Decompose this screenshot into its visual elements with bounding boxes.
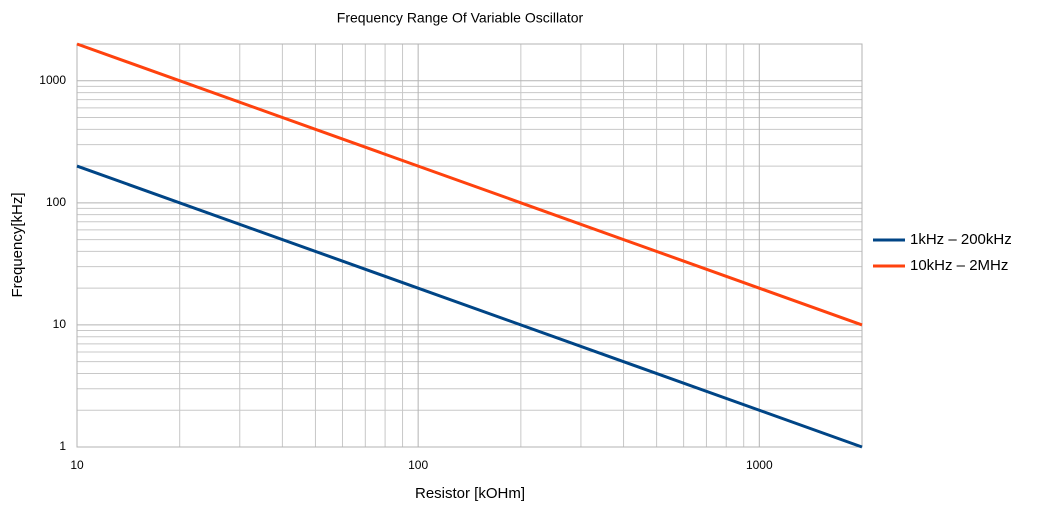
x-tick-label: 10 bbox=[70, 458, 84, 472]
y-tick-label: 100 bbox=[46, 195, 66, 209]
x-tick-label: 1000 bbox=[746, 458, 773, 472]
y-tick-label: 10 bbox=[53, 317, 67, 331]
series-line bbox=[76, 164, 863, 449]
x-axis-label: Resistor [kOHm] bbox=[415, 485, 525, 502]
plot-frame bbox=[76, 43, 863, 448]
x-tick-label: 100 bbox=[408, 458, 428, 472]
y-axis-label: Frequency[kHz] bbox=[9, 192, 26, 297]
y-tick-label: 1000 bbox=[39, 73, 66, 87]
legend-label: 1kHz – 200kHz bbox=[910, 231, 1012, 248]
y-tick-label: 1 bbox=[59, 439, 66, 453]
legend-label: 10kHz – 2MHz bbox=[910, 257, 1008, 274]
chart-title: Frequency Range Of Variable Oscillator bbox=[337, 10, 584, 26]
series-line bbox=[76, 42, 863, 327]
